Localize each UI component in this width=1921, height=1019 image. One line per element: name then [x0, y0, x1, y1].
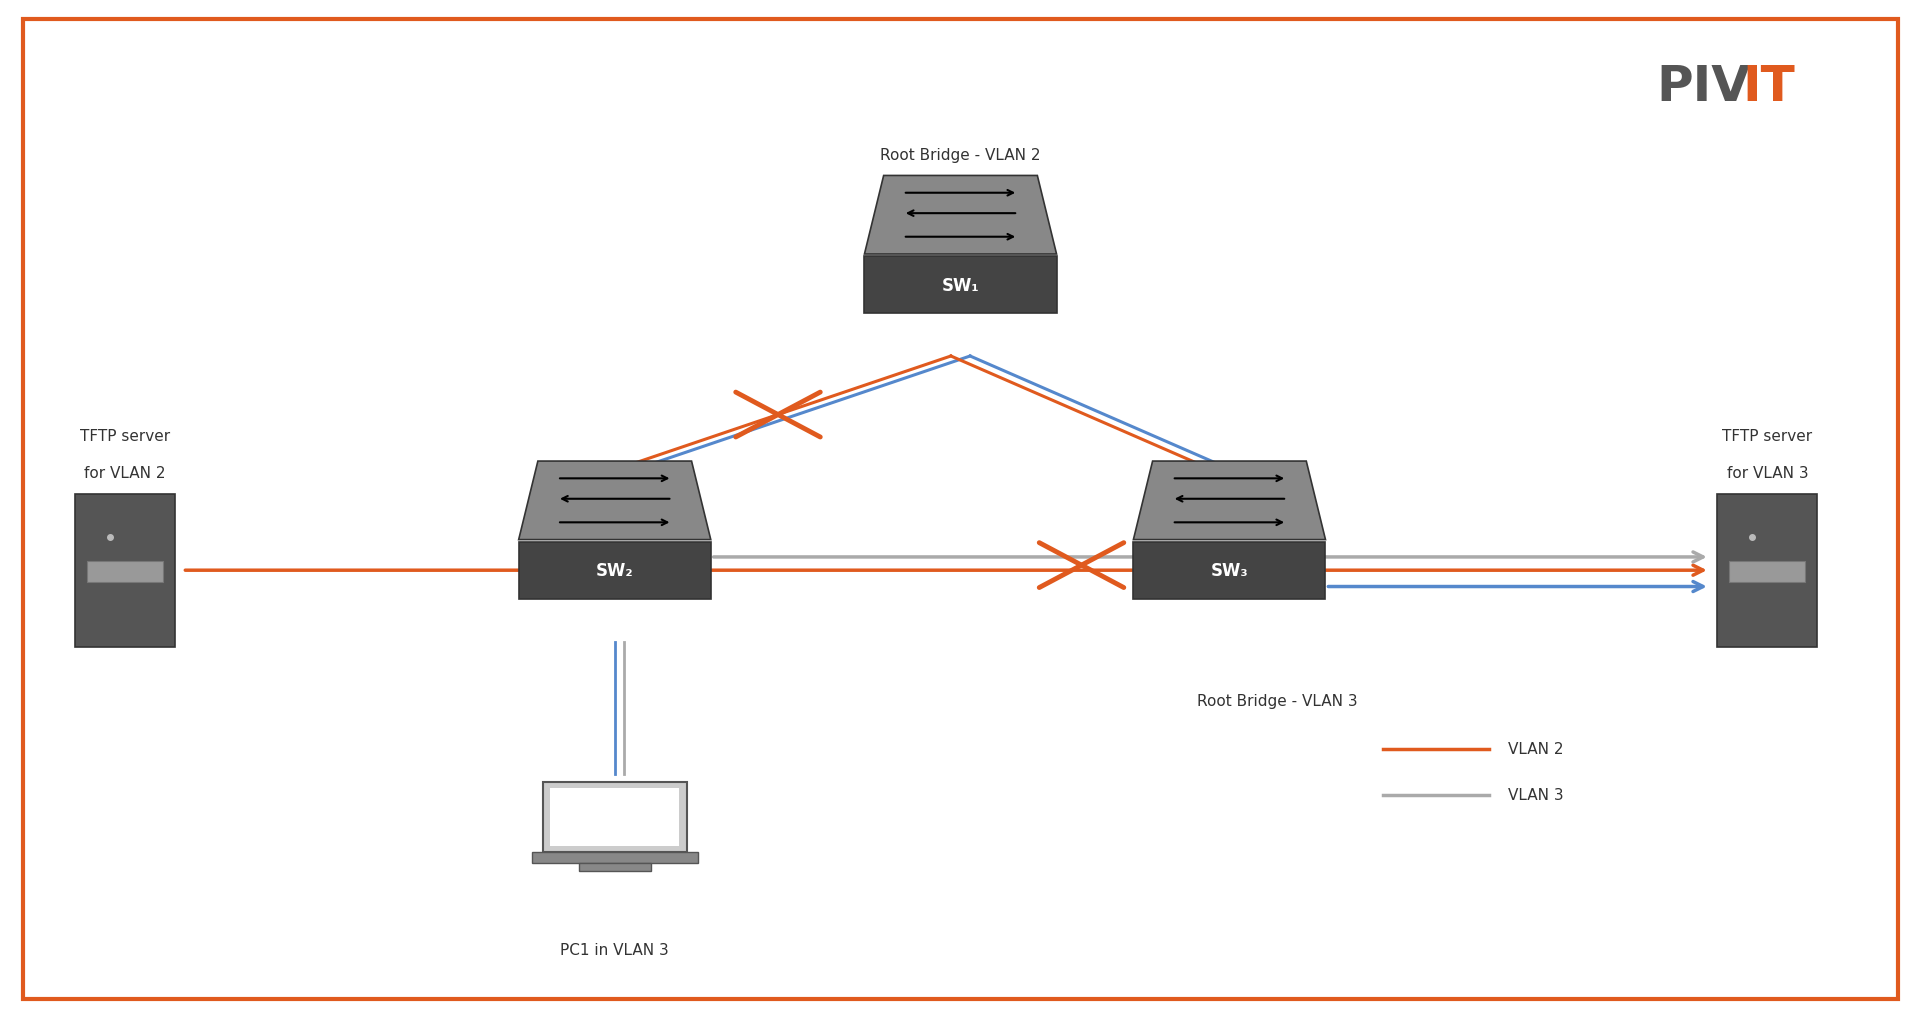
Polygon shape [1133, 462, 1325, 540]
Text: SW₃: SW₃ [1210, 561, 1249, 580]
Text: for VLAN 2: for VLAN 2 [85, 466, 165, 481]
FancyBboxPatch shape [532, 852, 697, 863]
FancyBboxPatch shape [578, 863, 651, 871]
Text: SW₁: SW₁ [941, 276, 980, 294]
Text: SW₂: SW₂ [596, 561, 634, 580]
FancyBboxPatch shape [75, 494, 175, 647]
FancyBboxPatch shape [519, 542, 711, 599]
Text: Root Bridge - VLAN 2: Root Bridge - VLAN 2 [880, 148, 1041, 163]
Text: TFTP server: TFTP server [1723, 428, 1812, 443]
FancyBboxPatch shape [864, 257, 1057, 314]
FancyBboxPatch shape [86, 561, 163, 583]
Polygon shape [519, 462, 711, 540]
FancyBboxPatch shape [1133, 542, 1325, 599]
Polygon shape [864, 176, 1057, 255]
Text: VLAN 3: VLAN 3 [1508, 788, 1564, 802]
Text: PIV: PIV [1656, 62, 1750, 111]
FancyBboxPatch shape [542, 783, 688, 852]
FancyBboxPatch shape [1717, 494, 1817, 647]
FancyBboxPatch shape [551, 789, 680, 846]
Text: PC1 in VLAN 3: PC1 in VLAN 3 [561, 943, 669, 958]
Text: IT: IT [1742, 62, 1794, 111]
FancyBboxPatch shape [1729, 561, 1806, 583]
Text: VLAN 2: VLAN 2 [1508, 742, 1564, 756]
Text: TFTP server: TFTP server [81, 428, 169, 443]
Text: Root Bridge - VLAN 3: Root Bridge - VLAN 3 [1197, 693, 1358, 708]
Text: for VLAN 3: for VLAN 3 [1727, 466, 1808, 481]
